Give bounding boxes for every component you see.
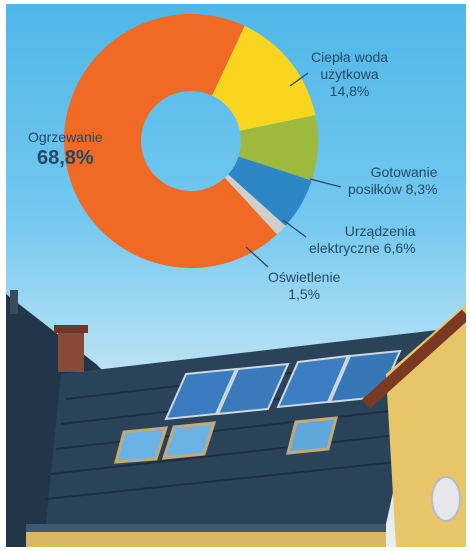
slice-oswietlenie [224, 174, 286, 235]
label-devices: Urządzenia elektryczne 6,6% [309, 223, 416, 257]
slice-ogrzewanie [63, 13, 278, 268]
infographic: Ogrzewanie 68,8% Ciepła woda użytkowa 14… [6, 4, 466, 547]
lower-wall [26, 532, 386, 547]
solar-panels [164, 349, 402, 421]
antenna [10, 290, 18, 314]
label-lighting: Oświetlenie 1,5% [268, 269, 340, 303]
leader-lines [245, 72, 342, 268]
label-cooking-name: Gotowanie [370, 164, 438, 180]
gutter [26, 524, 386, 532]
slice-gotowanie [238, 115, 318, 181]
label-water-name-1: Ciepła woda [311, 49, 389, 65]
donut-chart [63, 13, 342, 268]
label-water: Ciepła woda użytkowa 14,8% [311, 49, 388, 100]
label-heating-name: Ogrzewanie [28, 129, 103, 145]
roof-trim [361, 309, 466, 409]
leader-water [289, 72, 309, 87]
label-water-value: 14,8% [329, 83, 370, 99]
leader-devices [282, 219, 307, 238]
label-heating-value: 68,8% [36, 147, 94, 169]
roof-windows [114, 416, 338, 464]
label-heating: Ogrzewanie 68,8% [28, 129, 103, 170]
slice-ciepla-woda [212, 25, 316, 131]
label-lighting-value: 1,5% [288, 286, 321, 302]
chimney [58, 330, 84, 372]
slice-urzadzenia [228, 156, 312, 226]
label-cooking: Gotowanie posiłków 8,3% [348, 164, 438, 198]
label-water-name-2: użytkowa [320, 66, 379, 82]
satellite-dish [431, 476, 461, 522]
house-roof-photo [6, 290, 466, 547]
label-devices-value: elektryczne 6,6% [309, 240, 416, 256]
leader-cooking [309, 178, 342, 188]
leader-lighting [245, 246, 269, 268]
label-cooking-value: posiłków 8,3% [348, 181, 438, 197]
label-devices-name: Urządzenia [344, 223, 416, 239]
label-lighting-name: Oświetlenie [268, 269, 341, 285]
